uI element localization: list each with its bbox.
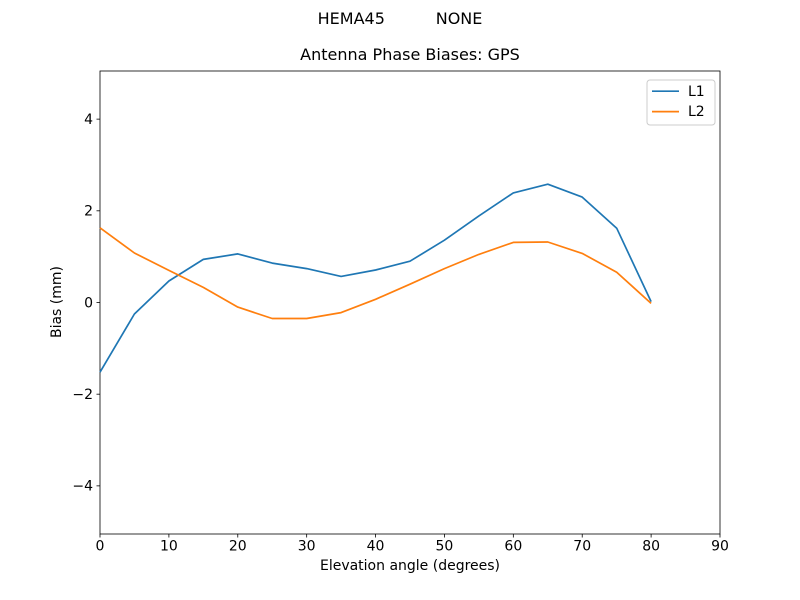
x-tick-label: 90 <box>711 539 729 555</box>
suptitle: HEMA45 NONE <box>317 9 483 28</box>
x-tick-label: 50 <box>436 539 454 555</box>
x-tick-label: 80 <box>642 539 660 555</box>
legend-label-l2: L2 <box>688 104 705 120</box>
y-tick-label: −4 <box>72 479 93 495</box>
chart-title: Antenna Phase Biases: GPS <box>300 45 520 64</box>
y-tick-label: 4 <box>84 112 93 128</box>
x-tick-label: 10 <box>160 539 178 555</box>
x-tick-label: 60 <box>504 539 522 555</box>
x-tick-label: 0 <box>96 539 105 555</box>
plot-area <box>99 70 721 535</box>
y-axis-ticks: −4 −2 0 2 4 <box>72 112 100 495</box>
x-tick-label: 40 <box>367 539 385 555</box>
x-axis-ticks: 0 10 20 30 40 50 60 70 80 90 <box>96 534 729 555</box>
x-tick-label: 20 <box>229 539 247 555</box>
x-axis-label: Elevation angle (degrees) <box>319 558 501 574</box>
y-tick-label: −2 <box>72 387 93 403</box>
y-tick-label: 0 <box>84 295 93 311</box>
y-axis-label: Bias (mm) <box>49 265 65 339</box>
series-line-l2 <box>99 227 652 320</box>
legend-label-l1: L1 <box>688 84 705 100</box>
x-tick-label: 30 <box>298 539 316 555</box>
series-lines <box>99 183 652 373</box>
x-tick-label: 70 <box>573 539 591 555</box>
series-line-l1 <box>99 183 652 373</box>
y-tick-label: 2 <box>84 204 93 220</box>
legend-box <box>646 79 716 126</box>
